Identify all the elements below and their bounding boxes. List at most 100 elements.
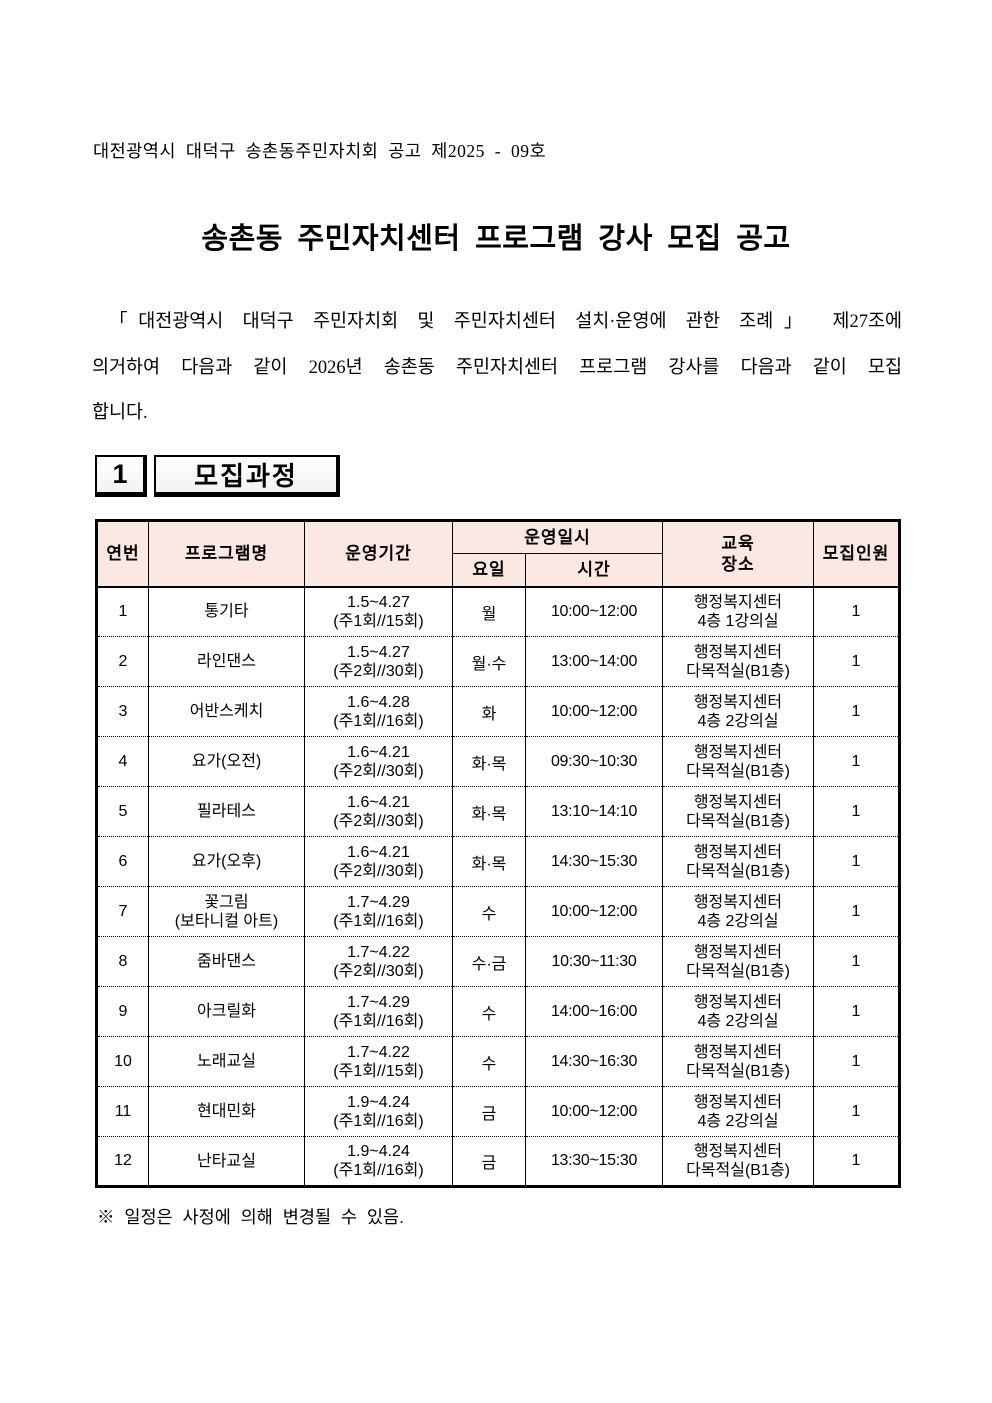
cell-day: 수 xyxy=(452,1036,526,1087)
cell-count: 1 xyxy=(813,986,900,1037)
cell-program: 요가(오전) xyxy=(148,736,305,787)
paragraph-line-3: 합니다. xyxy=(92,403,148,423)
cell-no: 12 xyxy=(96,1136,149,1187)
cell-count: 1 xyxy=(813,636,900,687)
col-header-place: 교육 장소 xyxy=(662,520,814,588)
cell-period: 1.7~4.29 (주1회//16회) xyxy=(304,886,453,937)
program-table-body: 1 통기타 1.5~4.27 (주1회//15회) 월 10:00~12:00 행정복지센터… xyxy=(96,586,900,1187)
col-header-place-line1: 교육 xyxy=(721,533,755,553)
cell-place: 행정복지센터 4층 2강의실 xyxy=(662,986,814,1037)
section-header: 1 모집과정 xyxy=(95,455,340,497)
cell-no: 6 xyxy=(96,836,149,887)
cell-period: 1.5~4.27 (주2회//30회) xyxy=(304,636,453,687)
body-paragraph: 「대전광역시 대덕구 주민자치회 및 주민자치센터 설치·운영에 관한 조례」 … xyxy=(92,300,902,437)
cell-place: 행정복지센터 4층 2강의실 xyxy=(662,886,814,937)
table-row: 12 난타교실 1.9~4.24 (주1회//16회) 금 13:30~15:30 행정복지… xyxy=(96,1136,900,1187)
cell-time: 09:30~10:30 xyxy=(525,736,663,787)
cell-period: 1.6~4.28 (주1회//16회) xyxy=(304,686,453,737)
cell-count: 1 xyxy=(813,1036,900,1087)
cell-no: 5 xyxy=(96,786,149,837)
table-row: 8 줌바댄스 1.7~4.22 (주2회//30회) 수·금 10:30~11:30 행정복… xyxy=(96,936,900,987)
cell-time: 13:30~15:30 xyxy=(525,1136,663,1187)
cell-time: 10:00~12:00 xyxy=(525,586,663,637)
cell-place: 행정복지센터 4층 2강의실 xyxy=(662,1086,814,1137)
table-row: 2 라인댄스 1.5~4.27 (주2회//30회) 월·수 13:00~14:00 행정복… xyxy=(96,636,900,687)
program-table-header: 연번 프로그램명 운영기간 운영일시 교육 장소 모집인원 요일 시간 xyxy=(96,520,900,588)
cell-count: 1 xyxy=(813,1086,900,1137)
cell-period: 1.6~4.21 (주2회//30회) xyxy=(304,736,453,787)
document-title: 송촌동 주민자치센터 프로그램 강사 모집 공고 xyxy=(201,223,791,255)
cell-program: 통기타 xyxy=(148,586,305,637)
cell-count: 1 xyxy=(813,936,900,987)
section-title-box: 모집과정 xyxy=(154,455,340,497)
cell-time: 10:30~11:30 xyxy=(525,936,663,987)
col-header-day: 요일 xyxy=(452,553,526,588)
notice-number-line: 대전광역시 대덕구 송촌동주민자치회 공고 제2025 - 09호 xyxy=(93,141,547,161)
cell-place: 행정복지센터 다목적실(B1층) xyxy=(662,836,814,887)
col-header-no: 연번 xyxy=(96,520,149,588)
cell-day: 화·목 xyxy=(452,786,526,837)
cell-no: 2 xyxy=(96,636,149,687)
paragraph-line-1: 「대전광역시 대덕구 주민자치회 및 주민자치센터 설치·운영에 관한 조례」 … xyxy=(109,312,902,332)
table-row: 10 노래교실 1.7~4.22 (주1회//15회) 수 14:30~16:30 행정복지… xyxy=(96,1036,900,1087)
cell-no: 1 xyxy=(96,586,149,637)
cell-program: 라인댄스 xyxy=(148,636,305,687)
cell-program: 아크릴화 xyxy=(148,986,305,1037)
table-row: 1 통기타 1.5~4.27 (주1회//15회) 월 10:00~12:00 행정복지센터… xyxy=(96,586,900,637)
cell-time: 14:30~16:30 xyxy=(525,1036,663,1087)
cell-period: 1.7~4.22 (주2회//30회) xyxy=(304,936,453,987)
cell-day: 화·목 xyxy=(452,736,526,787)
col-header-period: 운영기간 xyxy=(304,520,453,588)
cell-time: 14:00~16:00 xyxy=(525,986,663,1037)
footnote: ※ 일정은 사정에 의해 변경될 수 있음. xyxy=(97,1207,404,1227)
cell-place: 행정복지센터 다목적실(B1층) xyxy=(662,786,814,837)
cell-count: 1 xyxy=(813,586,900,637)
cell-day: 수 xyxy=(452,986,526,1037)
cell-count: 1 xyxy=(813,786,900,837)
cell-period: 1.9~4.24 (주1회//16회) xyxy=(304,1136,453,1187)
cell-day: 화 xyxy=(452,686,526,737)
cell-program: 꽃그림 (보타니컬 아트) xyxy=(148,886,305,937)
table-row: 4 요가(오전) 1.6~4.21 (주2회//30회) 화·목 09:30~10:30 행… xyxy=(96,736,900,787)
cell-no: 4 xyxy=(96,736,149,787)
cell-no: 11 xyxy=(96,1086,149,1137)
cell-time: 13:10~14:10 xyxy=(525,786,663,837)
table-row: 7 꽃그림 (보타니컬 아트) 1.7~4.29 (주1회//16회) 수 10:00~12… xyxy=(96,886,900,937)
cell-place: 행정복지센터 4층 1강의실 xyxy=(662,586,814,637)
cell-count: 1 xyxy=(813,836,900,887)
cell-count: 1 xyxy=(813,1136,900,1187)
cell-no: 3 xyxy=(96,686,149,737)
cell-period: 1.6~4.21 (주2회//30회) xyxy=(304,836,453,887)
cell-place: 행정복지센터 다목적실(B1층) xyxy=(662,936,814,987)
cell-time: 14:30~15:30 xyxy=(525,836,663,887)
table-row: 3 어반스케치 1.6~4.28 (주1회//16회) 화 10:00~12:00 행정복지… xyxy=(96,686,900,737)
paragraph-line-2: 의거하여 다음과 같이 2026년 송촌동 주민자치센터 프로그램 강사를 다음… xyxy=(92,357,902,378)
cell-count: 1 xyxy=(813,686,900,737)
cell-place: 행정복지센터 다목적실(B1층) xyxy=(662,1036,814,1087)
cell-place: 행정복지센터 다목적실(B1층) xyxy=(662,736,814,787)
cell-count: 1 xyxy=(813,736,900,787)
cell-day: 월·수 xyxy=(452,636,526,687)
cell-no: 7 xyxy=(96,886,149,937)
cell-period: 1.7~4.22 (주1회//15회) xyxy=(304,1036,453,1087)
cell-day: 화·목 xyxy=(452,836,526,887)
col-header-time: 시간 xyxy=(525,553,663,588)
cell-no: 10 xyxy=(96,1036,149,1087)
section-number-box: 1 xyxy=(95,455,147,497)
cell-time: 10:00~12:00 xyxy=(525,1086,663,1137)
cell-program: 필라테스 xyxy=(148,786,305,837)
col-header-schedule: 운영일시 xyxy=(452,520,663,554)
cell-program: 난타교실 xyxy=(148,1136,305,1187)
cell-place: 행정복지센터 다목적실(B1층) xyxy=(662,636,814,687)
cell-place: 행정복지센터 4층 2강의실 xyxy=(662,686,814,737)
col-header-place-line2: 장소 xyxy=(721,554,755,574)
cell-day: 수·금 xyxy=(452,936,526,987)
cell-place: 행정복지센터 다목적실(B1층) xyxy=(662,1136,814,1187)
table-row: 9 아크릴화 1.7~4.29 (주1회//16회) 수 14:00~16:00 행정복지센… xyxy=(96,986,900,1037)
cell-count: 1 xyxy=(813,886,900,937)
cell-program: 노래교실 xyxy=(148,1036,305,1087)
cell-program: 요가(오후) xyxy=(148,836,305,887)
cell-time: 13:00~14:00 xyxy=(525,636,663,687)
col-header-count: 모집인원 xyxy=(813,520,900,588)
cell-program: 줌바댄스 xyxy=(148,936,305,987)
